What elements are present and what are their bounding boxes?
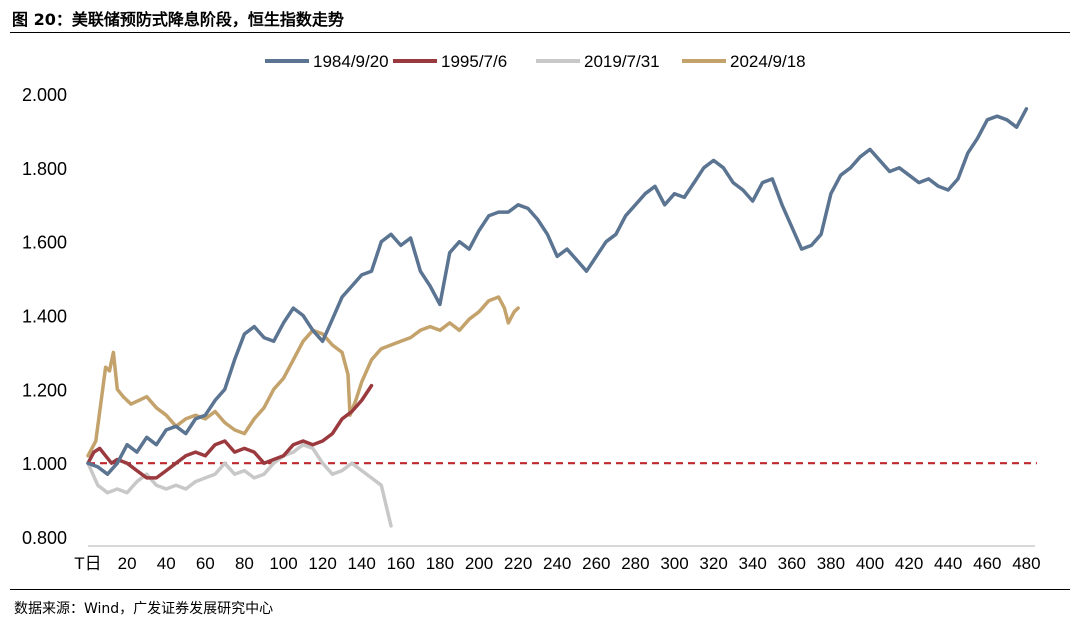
x-tick-label: 120	[308, 554, 336, 573]
y-tick-label: 1.600	[22, 233, 67, 253]
source-note: 数据来源：Wind，广发证券发展研究中心	[14, 601, 274, 617]
x-tick-label: 20	[118, 554, 137, 573]
series-line	[86, 442, 393, 528]
x-tick-label: 80	[235, 554, 254, 573]
y-tick-label: 1.000	[22, 454, 67, 474]
legend-label: 2024/9/18	[730, 52, 806, 71]
x-tick-label: 260	[582, 554, 610, 573]
x-tick-label: 280	[621, 554, 649, 573]
x-tick-label: 240	[543, 554, 571, 573]
x-axis: T日 20 40 60 80 100 120 140 160 180 200 220 240 260 280…	[74, 545, 1041, 573]
legend-label: 2019/7/31	[584, 52, 660, 71]
x-tick-label: 400	[856, 554, 884, 573]
x-tick-label: 160	[387, 554, 415, 573]
figure-title: 图 20：美联储预防式降息阶段，恒生指数走势	[12, 10, 344, 29]
x-tick-label: 220	[504, 554, 532, 573]
x-tick-label: 300	[660, 554, 688, 573]
legend-label: 1984/9/20	[313, 52, 389, 71]
x-tick-label: 140	[348, 554, 376, 573]
x-tick-label: 320	[699, 554, 727, 573]
x-tick-label: 420	[895, 554, 923, 573]
y-tick-label: 1.400	[22, 307, 67, 327]
x-tick-label: 360	[778, 554, 806, 573]
x-tick-label: 40	[157, 554, 176, 573]
x-tick-label: 180	[426, 554, 454, 573]
x-tick-label: 60	[196, 554, 215, 573]
y-axis: 0.800 1.000 1.200 1.400 1.600 1.800 2.000	[22, 85, 67, 548]
x-tick-label: 440	[934, 554, 962, 573]
chart-legend: 1984/9/20 1995/7/6 2019/7/31 2024/9/18	[265, 52, 806, 71]
x-tick-label: 460	[973, 554, 1001, 573]
legend-label: 1995/7/6	[441, 52, 507, 71]
x-tick-label: 200	[465, 554, 493, 573]
x-tick-label: 100	[269, 554, 297, 573]
x-tick-label: T日	[74, 554, 101, 573]
series-line	[86, 107, 1029, 476]
y-tick-label: 1.200	[22, 380, 67, 400]
y-tick-label: 0.800	[22, 528, 67, 548]
x-tick-label: 340	[739, 554, 767, 573]
x-tick-label: 380	[817, 554, 845, 573]
x-tick-label: 480	[1012, 554, 1040, 573]
series-line	[86, 295, 520, 458]
y-tick-label: 2.000	[22, 85, 67, 105]
footer-divider	[10, 589, 1070, 590]
title-divider	[10, 32, 1070, 33]
series-layer	[86, 107, 1029, 528]
y-tick-label: 1.800	[22, 159, 67, 179]
